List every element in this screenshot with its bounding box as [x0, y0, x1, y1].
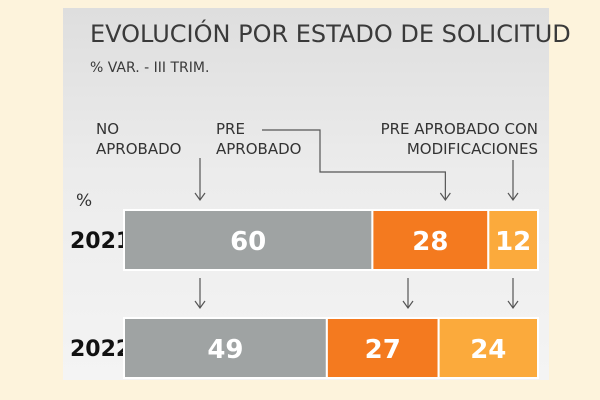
- unit-label: %: [76, 191, 92, 211]
- bar-segment-2022-1: [123, 317, 328, 379]
- legend: NO APROBADO PRE APROBADO PRE APROBADO CON MOD…: [96, 120, 538, 158]
- chart-title: EVOLUCIÓN POR ESTADO DE SOLICITUD: [90, 18, 571, 48]
- legend-label-3-line-1: PRE APROBADO CON: [381, 120, 538, 138]
- legend-label-2-line-2: APROBADO: [216, 140, 301, 158]
- legend-label-1-line-2: APROBADO: [96, 140, 181, 158]
- legend-label-2-line-1: PRE: [216, 120, 245, 138]
- row-arrowhead-2: [402, 300, 414, 310]
- arrowhead-top-1: [194, 192, 206, 202]
- arrowhead-top-3: [507, 192, 519, 202]
- arrowhead-top-2: [439, 192, 451, 202]
- arrows: [194, 129, 519, 310]
- value-label-2021-2: 28: [412, 227, 448, 257]
- value-label-2022-3: 24: [470, 335, 506, 365]
- bar-segment-2021-1: [123, 209, 374, 271]
- chart-subtitle: % VAR. - III TRIM.: [90, 60, 209, 76]
- legend-label-1-line-1: NO: [96, 120, 119, 138]
- year-label-2021: 2021: [70, 229, 131, 254]
- legend-label-3-line-2: MODIFICACIONES: [407, 140, 538, 158]
- year-label-2022: 2022: [70, 337, 131, 362]
- bar-segment-2021-3: [487, 209, 540, 271]
- row-arrowhead-3: [507, 300, 519, 310]
- legend-connector-2: [262, 129, 446, 200]
- bar-segment-2022-2: [325, 317, 440, 379]
- value-label-2021-3: 12: [495, 227, 531, 257]
- bar-segment-2022-3: [437, 317, 540, 379]
- value-label-2022-1: 49: [207, 335, 243, 365]
- bars: 2021 60 28 12 2022 49 27 24: [70, 209, 540, 379]
- value-label-2021-1: 60: [230, 227, 266, 257]
- value-label-2022-2: 27: [365, 335, 401, 365]
- row-arrowhead-1: [194, 300, 206, 310]
